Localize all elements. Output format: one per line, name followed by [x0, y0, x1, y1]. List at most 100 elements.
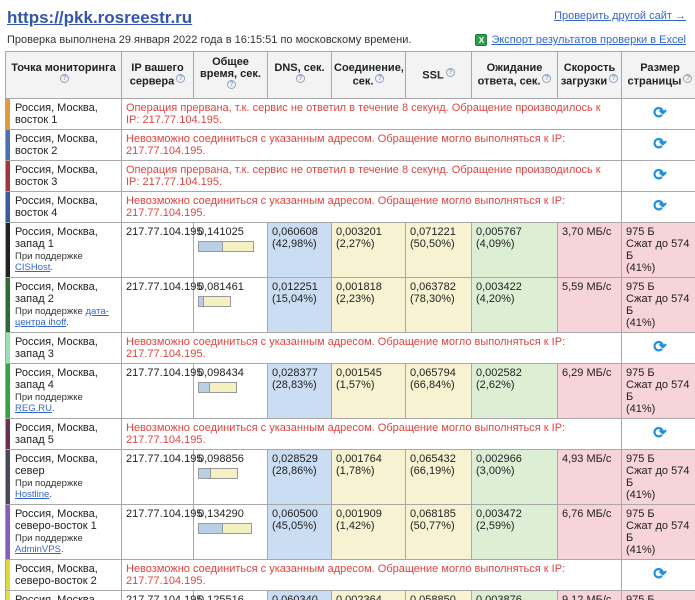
table-row-success: Россия, Москва, запад 2 При поддержке да…: [5, 276, 695, 333]
refresh-icon[interactable]: ⟳: [653, 197, 667, 215]
monitoring-point-name: Россия, Москва, северо-восток 3: [15, 593, 98, 600]
server-ip-cell: 217.77.104.195: [121, 448, 202, 505]
download-speed-cell: 6,29 МБ/с: [557, 362, 622, 419]
row-color-stripe: [6, 590, 10, 600]
info-icon[interactable]: ?: [542, 74, 552, 83]
refresh-icon[interactable]: ⟳: [653, 104, 667, 122]
server-ip-value: 217.77.104.195: [126, 507, 203, 520]
col-header-monitoring-point: Точка мониторинга?: [5, 51, 122, 99]
bar-rest-segment: [222, 240, 254, 252]
monitoring-point-cell: Россия, Москва, запад 1 При поддержке CI…: [5, 221, 122, 278]
retry-cell: ⟳: [621, 97, 695, 130]
wait-time-cell: 0,003876 (3,09%): [471, 589, 558, 600]
connection-time-value: 0,001909 (1,42%): [336, 507, 382, 532]
monitoring-point-cell: Россия, Москва, запад 5: [5, 417, 122, 450]
total-time-cell: 0,125516: [193, 589, 268, 600]
error-message-cell: Невозможно соединиться с указанным адрес…: [121, 558, 622, 591]
download-speed-cell: 5,59 МБ/с: [557, 276, 622, 333]
row-color-stripe: [6, 222, 10, 277]
wait-time-cell: 0,005767 (4,09%): [471, 221, 558, 278]
monitoring-point-cell: Россия, Москва, северо-восток 2: [5, 558, 122, 591]
refresh-icon[interactable]: ⟳: [653, 565, 667, 583]
retry-cell: ⟳: [621, 159, 695, 192]
table-row-success: Россия, Москва, запад 4 При поддержке RE…: [5, 362, 695, 419]
col-header-wait: Ожидание ответа, сек.?: [471, 51, 558, 99]
download-speed-value: 5,59 МБ/с: [562, 280, 612, 293]
page-size-value: 975 Б Сжат до 574 Б (41%): [626, 280, 690, 329]
support-suffix: .: [49, 488, 52, 500]
page-size-cell: 975 Б Сжат до 574 Б (41%): [621, 221, 695, 278]
page-size-cell: 975 Б Сжат до 574 Б (41%): [621, 362, 695, 419]
table-row-success: Россия, Москва, северо-восток 1 При подд…: [5, 503, 695, 560]
check-other-site-link[interactable]: Проверить другой сайт →: [554, 10, 686, 22]
refresh-icon[interactable]: ⟳: [653, 166, 667, 184]
wait-time-value: 0,003472 (2,59%): [476, 507, 522, 532]
ssl-time-value: 0,065432 (66,19%): [410, 452, 456, 477]
server-ip-cell: 217.77.104.195: [121, 589, 202, 600]
time-breakdown-bar: [198, 240, 263, 252]
col-header-page-size: Размер страницы?: [621, 51, 695, 99]
total-time-value: 0,141025: [198, 225, 244, 238]
info-icon[interactable]: ?: [227, 80, 236, 89]
connection-time-cell: 0,001818 (2,23%): [331, 276, 406, 333]
monitoring-point-cell: Россия, Москва, восток 3: [5, 159, 122, 192]
download-speed-value: 6,29 МБ/с: [562, 366, 612, 379]
connection-time-value: 0,001545 (1,57%): [336, 366, 382, 391]
download-speed-value: 3,70 МБ/с: [562, 225, 612, 238]
bar-dns-segment: [198, 381, 209, 393]
monitoring-point-cell: Россия, Москва, запад 4 При поддержке RE…: [5, 362, 122, 419]
total-time-value: 0,125516: [198, 593, 244, 600]
col-header-speed: Скорость загрузки?: [557, 51, 622, 99]
refresh-icon[interactable]: ⟳: [653, 135, 667, 153]
info-icon[interactable]: ?: [609, 74, 619, 83]
error-message-text: Невозможно соединиться с указанным адрес…: [126, 562, 566, 587]
connection-time-value: 0,001818 (2,23%): [336, 280, 382, 305]
page-size-value: 975 Б Сжат до 574 Б (41%): [626, 452, 690, 501]
dns-time-cell: 0,028529 (28,86%): [267, 448, 332, 505]
total-time-value: 0,098434: [198, 366, 244, 379]
ssl-time-value: 0,068185 (50,77%): [410, 507, 456, 532]
refresh-icon[interactable]: ⟳: [653, 424, 667, 442]
ssl-time-cell: 0,065794 (66,84%): [405, 362, 472, 419]
info-icon[interactable]: ?: [60, 74, 69, 83]
support-link[interactable]: CISHost: [15, 261, 51, 273]
support-line: При поддержке CISHost.: [15, 251, 117, 273]
server-ip-value: 217.77.104.195: [126, 280, 203, 293]
refresh-icon[interactable]: ⟳: [653, 338, 667, 356]
total-time-cell: 0,081461: [193, 276, 268, 333]
ssl-time-cell: 0,058850 (46,89%): [405, 589, 472, 600]
error-message-text: Невозможно соединиться с указанным адрес…: [126, 421, 566, 446]
time-breakdown-bar: [198, 295, 263, 307]
server-ip-value: 217.77.104.195: [126, 593, 203, 600]
dns-time-cell: 0,060500 (45,05%): [267, 503, 332, 560]
info-icon[interactable]: ?: [445, 68, 455, 77]
support-link[interactable]: AdminVPS: [15, 543, 61, 555]
info-icon[interactable]: ?: [683, 74, 693, 83]
error-message-text: Невозможно соединиться с указанным адрес…: [126, 335, 566, 360]
total-time-value: 0,098856: [198, 452, 244, 465]
monitoring-point-cell: Россия, Москва, северо-восток 1 При подд…: [5, 503, 122, 560]
info-icon[interactable]: ?: [296, 74, 305, 83]
support-link[interactable]: REG.RU: [15, 402, 52, 414]
monitoring-point-name: Россия, Москва, северо-восток 2: [15, 562, 98, 587]
export-excel-link[interactable]: Экспорт результатов проверки в Excel: [491, 34, 686, 46]
bar-dns-segment: [198, 240, 222, 252]
dns-time-value: 0,012251 (15,04%): [272, 280, 318, 305]
support-link[interactable]: Hostline: [15, 488, 50, 500]
col-header-connection: Соединение, сек.?: [331, 51, 406, 99]
page-size-value: 975 Б Сжат до 574 Б (41%): [626, 507, 690, 556]
check-timestamp-text: Проверка выполнена 29 января 2022 года в…: [7, 34, 412, 46]
info-icon[interactable]: ?: [375, 74, 385, 83]
total-time-value: 0,134290: [198, 507, 244, 520]
row-color-stripe: [6, 559, 10, 590]
support-link[interactable]: дата-центра ihoff: [15, 305, 109, 328]
ssl-time-cell: 0,068185 (50,77%): [405, 503, 472, 560]
table-row-error: Россия, Москва, восток 4 Невозможно соед…: [5, 190, 695, 223]
info-icon[interactable]: ?: [176, 74, 186, 83]
download-speed-cell: 4,93 МБ/с: [557, 448, 622, 505]
error-message-cell: Невозможно соединиться с указанным адрес…: [121, 190, 622, 223]
wait-time-cell: 0,003422 (4,20%): [471, 276, 558, 333]
monitoring-point-cell: Россия, Москва, северо-восток 3 При подд…: [5, 589, 122, 600]
site-url-link[interactable]: https://pkk.rosreestr.ru: [7, 8, 193, 27]
